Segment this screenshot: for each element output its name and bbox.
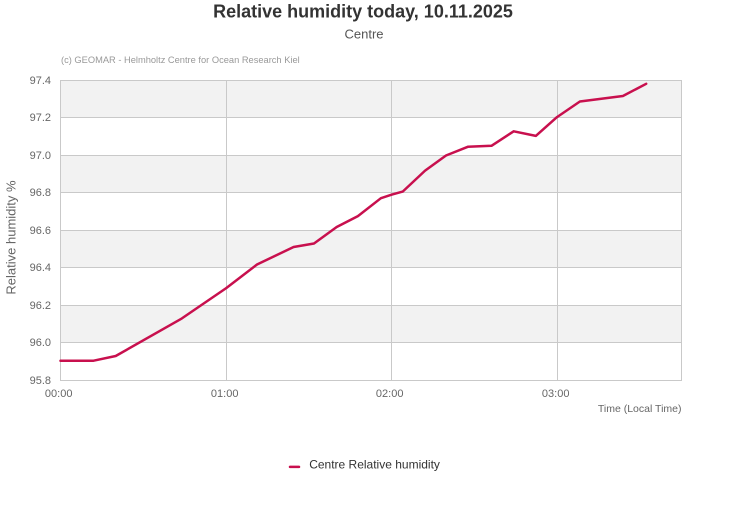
svg-text:Relative humidity %: Relative humidity %	[4, 180, 19, 295]
svg-text:03:00: 03:00	[542, 388, 570, 400]
svg-text:(c) GEOMAR - Helmholtz Centre: (c) GEOMAR - Helmholtz Centre for Ocean …	[61, 55, 300, 65]
svg-text:96.0: 96.0	[30, 337, 51, 349]
svg-text:96.8: 96.8	[30, 187, 51, 199]
svg-text:95.8: 95.8	[30, 375, 51, 387]
svg-text:Centre Relative humidity: Centre Relative humidity	[309, 457, 440, 471]
svg-text:Centre: Centre	[344, 27, 383, 42]
svg-text:Relative humidity today, 10.11: Relative humidity today, 10.11.2025	[213, 2, 513, 22]
svg-text:96.4: 96.4	[30, 262, 51, 274]
svg-text:02:00: 02:00	[376, 388, 404, 400]
svg-text:01:00: 01:00	[211, 388, 239, 400]
svg-text:97.4: 97.4	[30, 75, 51, 87]
svg-text:97.0: 97.0	[30, 150, 51, 162]
svg-text:Time (Local Time): Time (Local Time)	[598, 403, 682, 415]
svg-text:00:00: 00:00	[45, 388, 73, 400]
svg-text:96.2: 96.2	[30, 300, 51, 312]
svg-text:97.2: 97.2	[30, 112, 51, 124]
svg-text:96.6: 96.6	[30, 225, 51, 237]
